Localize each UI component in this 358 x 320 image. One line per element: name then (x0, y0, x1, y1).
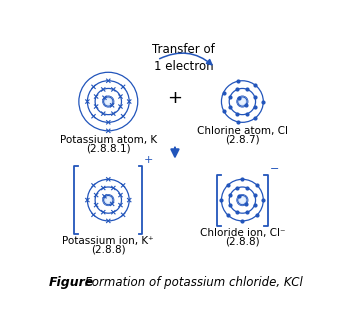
Circle shape (240, 198, 245, 203)
Circle shape (238, 196, 247, 205)
FancyArrowPatch shape (160, 53, 212, 65)
Text: −: − (270, 164, 279, 174)
Circle shape (106, 198, 111, 203)
Circle shape (105, 98, 112, 105)
Circle shape (106, 99, 111, 104)
Text: Transfer of
1 electron: Transfer of 1 electron (152, 43, 215, 73)
Text: (2.8.7): (2.8.7) (225, 135, 260, 145)
Text: (2.8.8): (2.8.8) (225, 236, 260, 246)
Text: (2.8.8): (2.8.8) (91, 245, 126, 255)
Circle shape (240, 99, 245, 104)
Circle shape (104, 97, 113, 106)
Text: Formation of potassium chloride, KCl: Formation of potassium chloride, KCl (85, 276, 303, 289)
Text: Chloride ion, Cl⁻: Chloride ion, Cl⁻ (200, 228, 285, 238)
Circle shape (105, 196, 112, 204)
Circle shape (239, 98, 246, 105)
Text: Potassium atom, K: Potassium atom, K (60, 135, 157, 145)
Text: +: + (168, 90, 183, 108)
Circle shape (239, 196, 246, 204)
Text: (2.8.8.1): (2.8.8.1) (86, 143, 131, 153)
Circle shape (104, 196, 113, 205)
Text: +: + (144, 156, 153, 165)
Circle shape (238, 97, 247, 106)
Text: Potassium ion, K⁺: Potassium ion, K⁺ (63, 236, 154, 246)
Text: Chlorine atom, Cl: Chlorine atom, Cl (197, 126, 288, 136)
Text: Figure: Figure (49, 276, 94, 289)
